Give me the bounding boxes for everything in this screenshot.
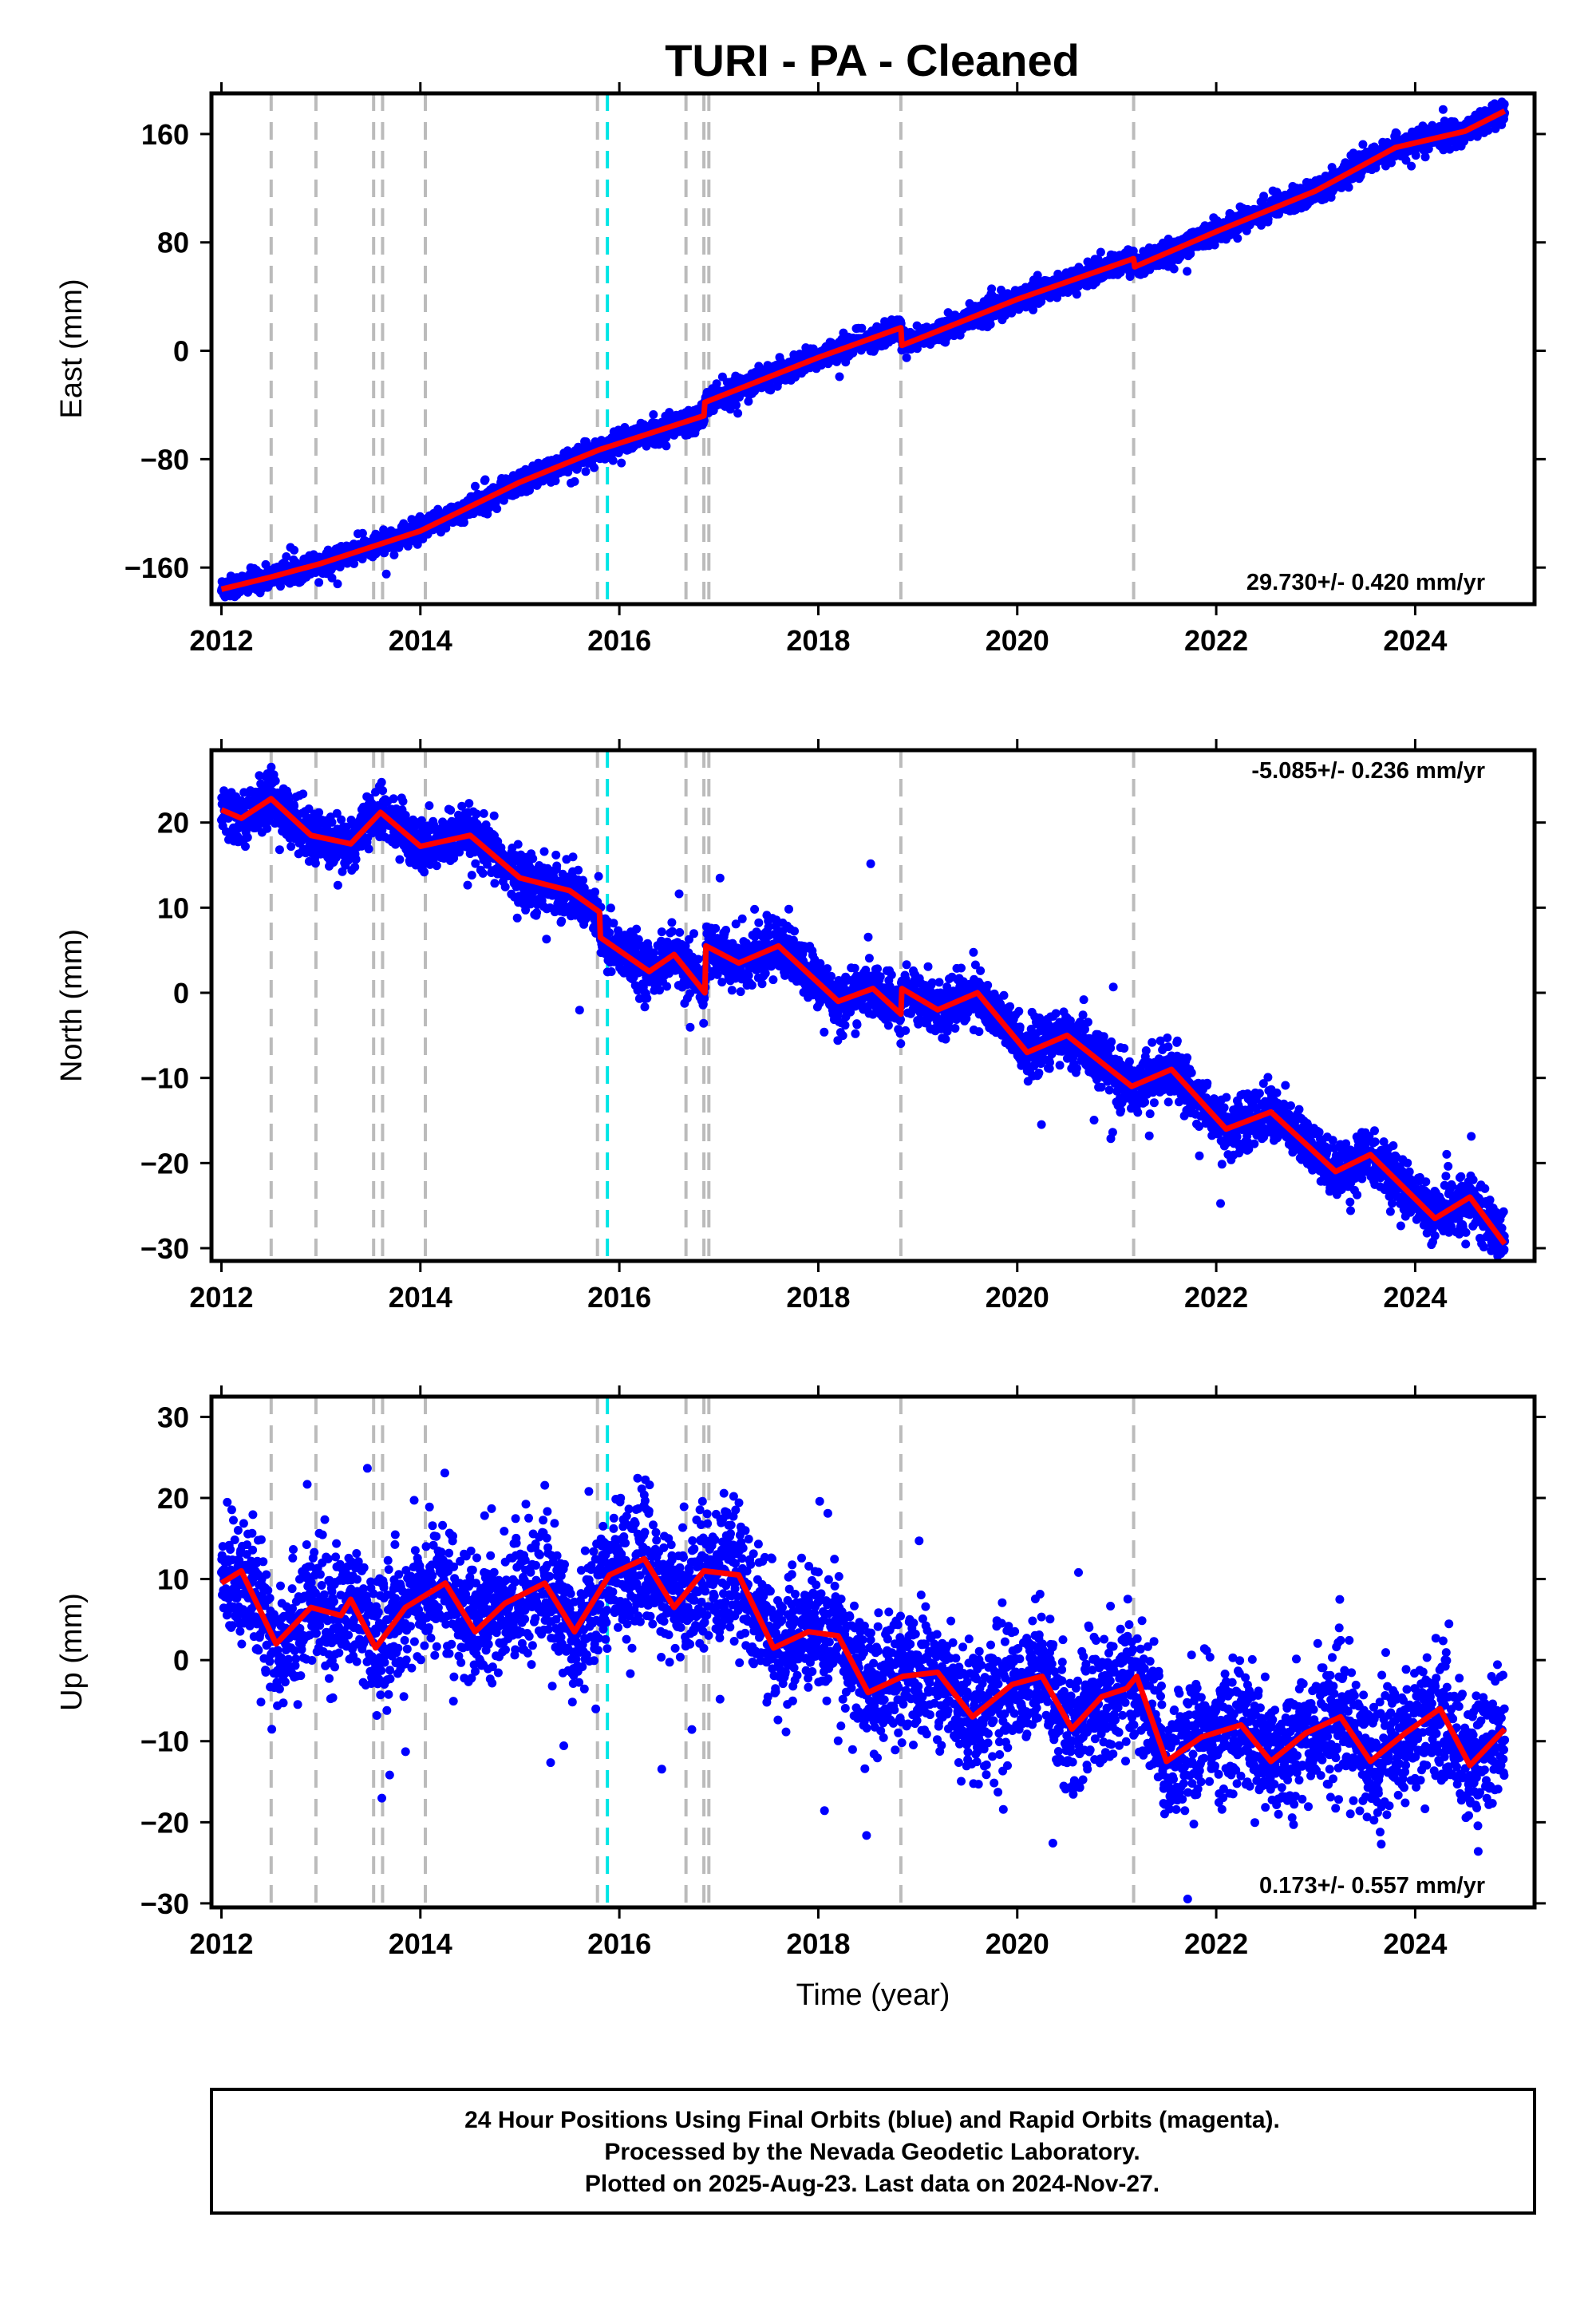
data-point	[1483, 125, 1493, 135]
data-point	[835, 372, 844, 381]
data-point	[1472, 132, 1482, 141]
data-point	[1499, 100, 1509, 109]
x-tick-label: 2012	[189, 624, 253, 657]
data-point	[241, 842, 250, 852]
x-tick-label: 2014	[389, 624, 452, 657]
data-point	[590, 463, 598, 472]
data-point	[298, 789, 308, 799]
data-point	[389, 550, 399, 559]
data-point	[1029, 305, 1038, 314]
data-point	[282, 552, 291, 561]
panel-north: 2012 2014 2016 2018 2020 2022 202420100−10−20−…	[55, 739, 1546, 1314]
data-point	[263, 824, 272, 833]
data-point	[581, 467, 591, 476]
data-point	[381, 569, 391, 579]
data-point	[492, 504, 502, 513]
model-line	[220, 108, 1507, 592]
data-point	[314, 578, 324, 587]
data-point	[608, 456, 618, 465]
data-point	[358, 528, 367, 538]
x-tick-label: 2020	[986, 624, 1049, 657]
y-tick-label: 160	[141, 118, 189, 151]
data-point	[662, 441, 671, 451]
data-point	[1344, 183, 1353, 192]
data-point	[310, 859, 320, 868]
y-tick-label: 0	[173, 335, 189, 368]
data-point	[525, 485, 534, 495]
panel-east: 2012 2014 2016 2018 2020 2022 2024 160 80 0 −80 −16…	[55, 82, 1546, 657]
data-point	[1096, 247, 1105, 257]
data-point	[551, 476, 560, 485]
data-point	[1183, 267, 1192, 276]
data-point	[857, 323, 867, 333]
data-point	[986, 319, 995, 329]
data-point	[1420, 152, 1430, 162]
data-point	[617, 458, 626, 468]
y-axis-label: East (mm)	[55, 279, 89, 418]
data-point	[350, 559, 359, 568]
data-point	[744, 397, 753, 406]
data-point	[649, 410, 658, 419]
data-points	[217, 97, 1510, 602]
data-point	[1072, 290, 1081, 299]
data-point	[733, 409, 743, 418]
data-point	[1233, 234, 1242, 243]
data-point	[732, 401, 741, 410]
data-point	[403, 541, 413, 551]
data-point	[1263, 215, 1273, 224]
data-point	[290, 801, 299, 811]
data-point	[243, 832, 252, 842]
data-point	[1438, 105, 1448, 114]
plot-frame	[209, 91, 1537, 607]
data-point	[1387, 158, 1396, 168]
data-point	[304, 804, 314, 813]
x-tick-label: 2022	[1184, 624, 1248, 657]
data-point	[480, 475, 490, 484]
x-tick-label: 2024	[1383, 624, 1447, 657]
x-tick-label: 2018	[786, 624, 850, 657]
data-point	[1401, 156, 1411, 165]
chart-title: TURI - PA - Cleaned	[665, 35, 1080, 85]
data-point	[1259, 192, 1269, 201]
data-point	[1440, 117, 1449, 126]
data-point	[712, 379, 721, 389]
data-point	[1125, 272, 1135, 281]
data-point	[271, 777, 280, 785]
y-tick-label: −160	[124, 551, 189, 584]
data-point	[1053, 293, 1062, 302]
data-point	[1411, 151, 1420, 160]
data-point	[335, 563, 345, 571]
data-point	[286, 842, 296, 852]
data-point	[987, 284, 997, 294]
data-point	[275, 845, 284, 855]
data-point	[1358, 140, 1368, 149]
data-point	[1169, 264, 1179, 274]
data-point	[327, 573, 337, 583]
y-tick-label: −80	[140, 443, 189, 476]
x-tick-label: 2016	[587, 624, 651, 657]
data-point	[1407, 161, 1416, 171]
data-point	[267, 762, 276, 772]
rate-annotation: 29.730+/- 0.420 mm/yr	[1246, 570, 1485, 595]
data-point	[471, 481, 480, 491]
data-point	[902, 353, 911, 362]
data-point	[290, 545, 299, 555]
data-point	[333, 579, 342, 589]
y-tick-label: 80	[157, 227, 189, 259]
data-point	[570, 476, 579, 486]
data-point	[399, 519, 409, 528]
